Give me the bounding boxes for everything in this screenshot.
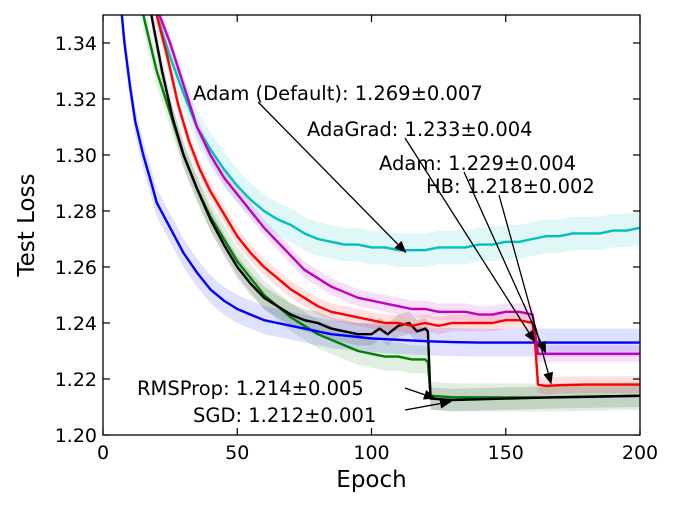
- adagrad-line: [120, 15, 640, 344]
- series-lines: [120, 15, 640, 402]
- x-axis-label: Epoch: [336, 467, 406, 493]
- hb-band: [156, 15, 640, 395]
- y-tick-label: 1.30: [55, 145, 97, 167]
- annotation-arrow-rmsprop: [404, 387, 425, 396]
- adam_default-band: [156, 15, 640, 267]
- y-axis-label: Test Loss: [14, 173, 40, 277]
- adam_default-line: [155, 15, 640, 252]
- annotation-arrowhead-adagrad: [524, 329, 536, 343]
- annotation-arrow-adam: [463, 171, 542, 344]
- y-tick-label: 1.22: [55, 369, 97, 391]
- annotation-arrow-adam_default: [257, 101, 399, 245]
- x-tick-label: 50: [225, 442, 249, 464]
- annotation-arrow-adagrad: [404, 137, 530, 333]
- rmsprop-line: [150, 15, 640, 402]
- annotation-arrowhead-rmsprop: [422, 389, 436, 400]
- annotation-rmsprop: RMSProp: 1.214±0.005: [137, 377, 364, 400]
- confidence-bands: [121, 15, 640, 412]
- y-tick-label: 1.24: [55, 313, 97, 335]
- y-tick-label: 1.32: [55, 89, 97, 111]
- annotation-adam_default: Adam (Default): 1.269±0.007: [193, 82, 483, 105]
- annotations: Adam (Default): 1.269±0.007 AdaGrad: 1.23…: [137, 82, 595, 427]
- rmsprop-band: [151, 15, 640, 412]
- annotation-arrowhead-hb: [543, 371, 554, 385]
- annotation-adam: Adam: 1.229±0.004: [379, 152, 576, 175]
- annotation-sgd: SGD: 1.212±0.001: [193, 404, 376, 427]
- annotation-arrow-hb: [498, 194, 549, 374]
- x-tick-label: 200: [622, 442, 658, 464]
- annotation-arrowhead-sgd: [439, 398, 453, 409]
- annotation-arrowhead-adam_default: [394, 240, 407, 253]
- annotation-hb: HB: 1.218±0.002: [426, 175, 595, 198]
- x-tick-label: 150: [488, 442, 524, 464]
- annotation-arrow-sgd: [404, 402, 441, 411]
- y-tick-label: 1.26: [55, 257, 97, 279]
- x-tick-label: 100: [353, 442, 389, 464]
- hb-line: [155, 15, 640, 388]
- x-tick-label: 0: [97, 442, 109, 464]
- annotation-adagrad: AdaGrad: 1.233±0.004: [307, 118, 533, 141]
- y-tick-label: 1.28: [55, 201, 97, 223]
- y-tick-label: 1.34: [55, 33, 97, 55]
- y-tick-label: 1.20: [55, 425, 97, 447]
- axis-ticks: 0 50 100 150 200 1.20 1.22 1.24 1.26 1.28 1.30 1.32…: [55, 15, 658, 464]
